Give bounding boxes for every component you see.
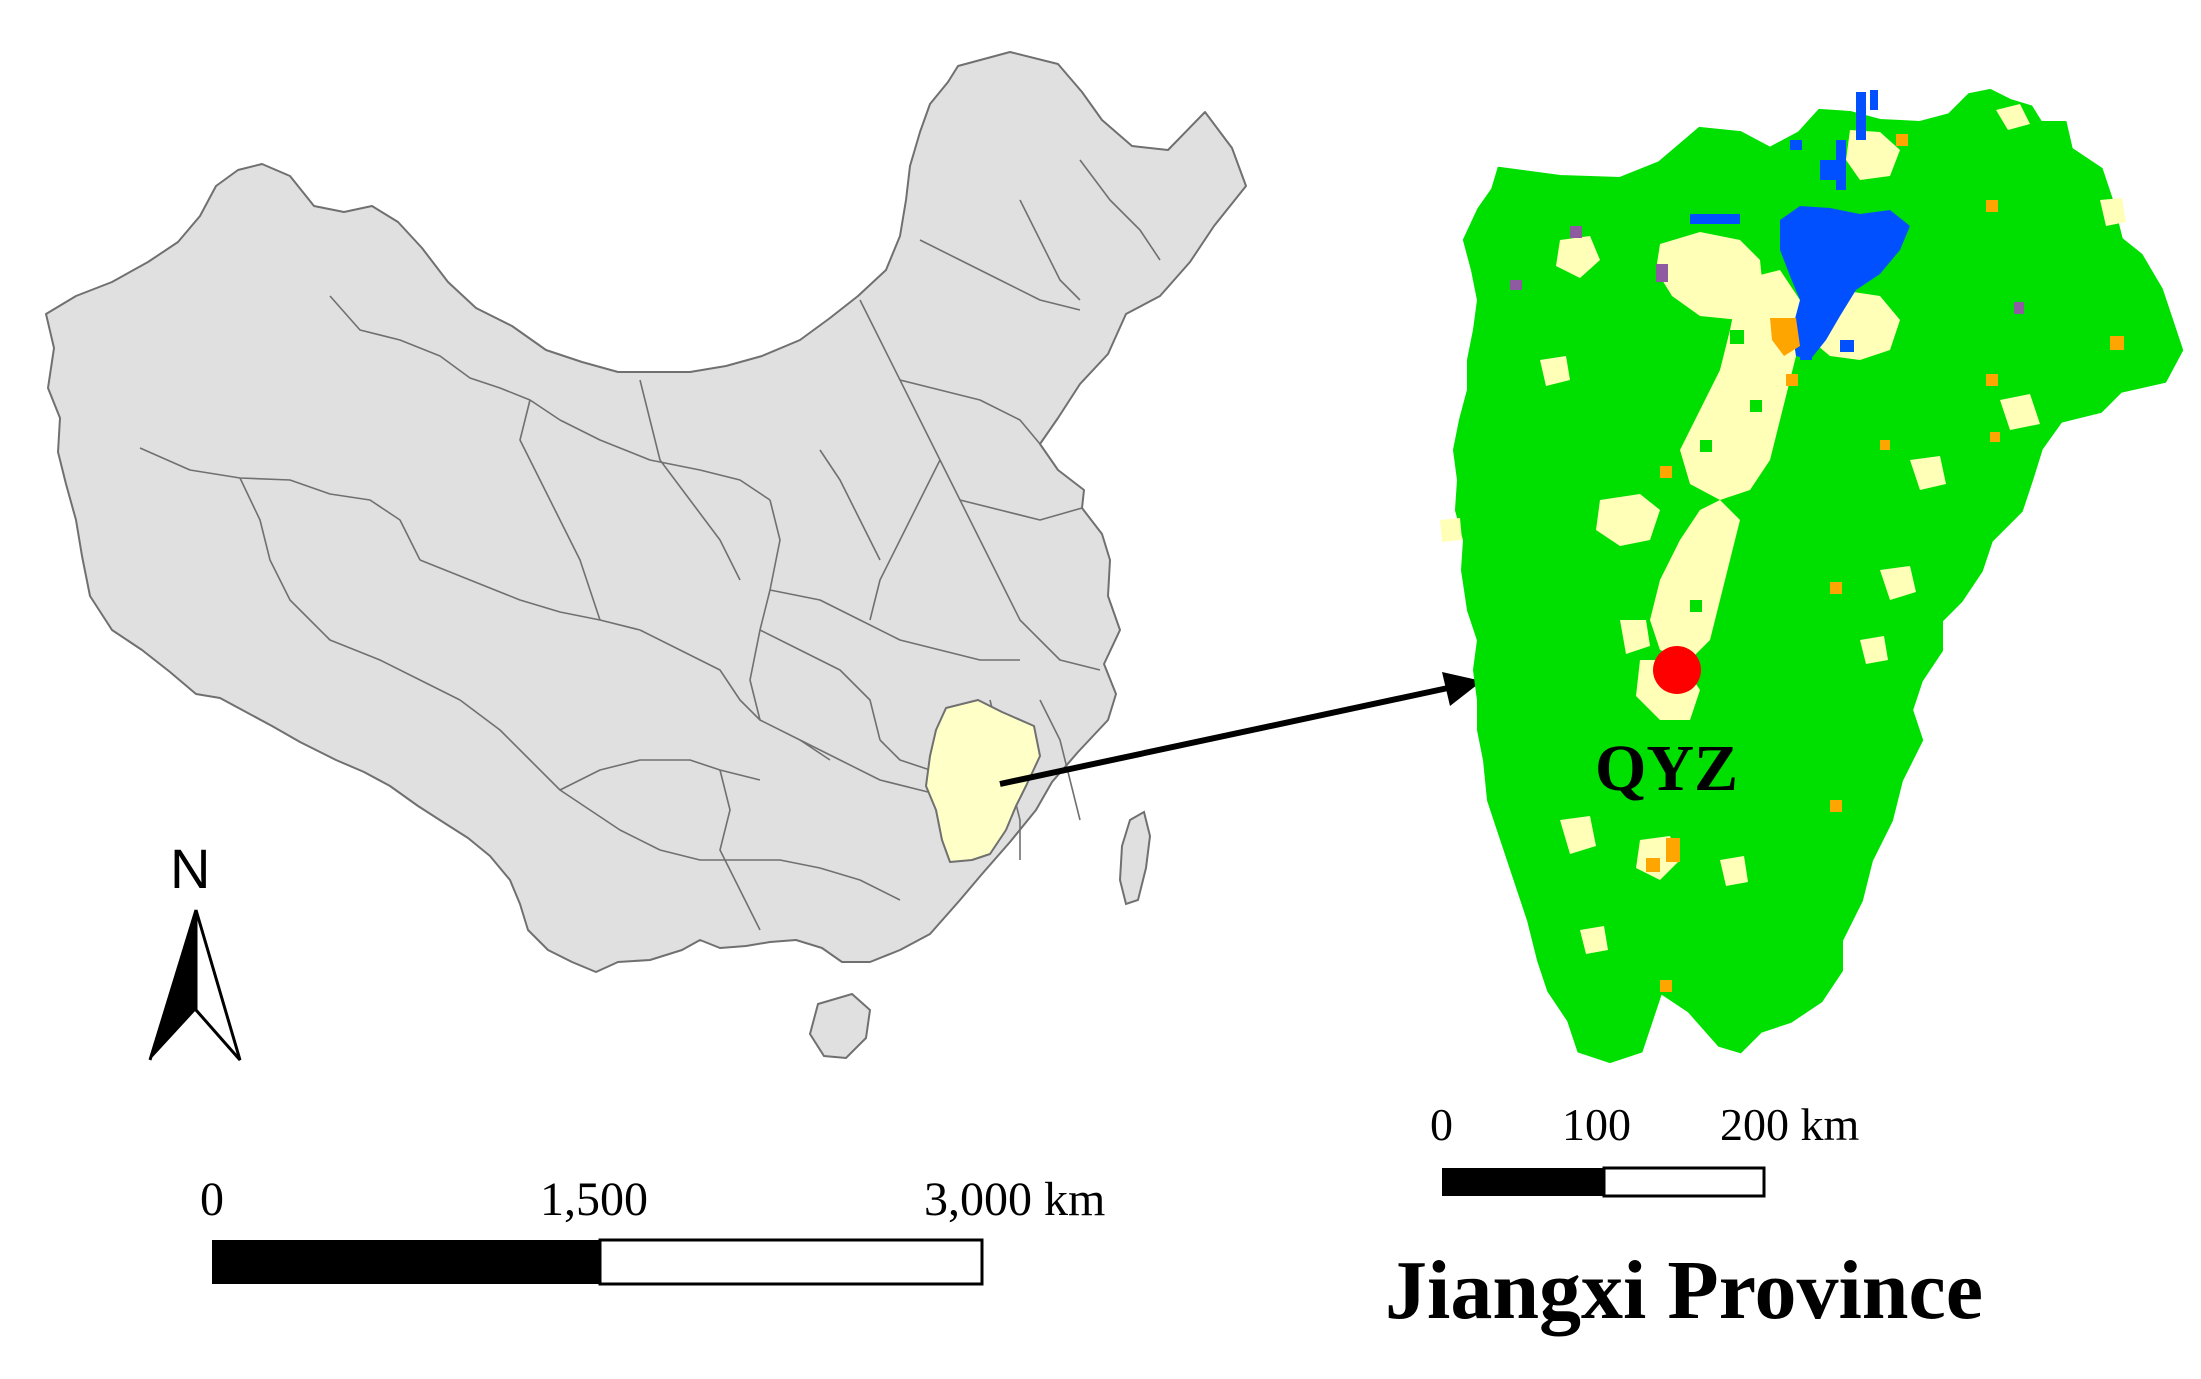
water-bodies bbox=[1690, 90, 1910, 360]
jiangxi-scale-label-100: 100 bbox=[1562, 1099, 1631, 1150]
china-scale-label-0: 0 bbox=[200, 1173, 224, 1226]
jiangxi-highlight bbox=[925, 699, 1041, 863]
forest-area bbox=[1452, 88, 2184, 1064]
site-marker bbox=[1653, 646, 1701, 694]
jiangxi-scale-bar: 0 100 200 km bbox=[1430, 1099, 1860, 1198]
location-arrow bbox=[999, 672, 1482, 787]
forest-specks bbox=[1690, 330, 1762, 612]
orange-class-patches bbox=[1646, 134, 2124, 992]
china-scale-bar: 0 1,500 3,000 km bbox=[200, 1173, 1105, 1286]
china-scale-label-3000: 3,000 km bbox=[924, 1173, 1105, 1226]
china-scale-label-1500: 1,500 bbox=[540, 1173, 648, 1226]
china-map bbox=[45, 51, 1247, 1060]
north-arrow-label: N bbox=[170, 837, 210, 900]
china-scale-black-segment bbox=[212, 1240, 600, 1284]
north-arrow-white-half bbox=[194, 909, 242, 1061]
jiangxi-landcover-map: QYZ bbox=[1440, 88, 2184, 1064]
china-scale-white-segment bbox=[598, 1238, 984, 1286]
purple-class-patches bbox=[1510, 226, 2024, 314]
province-boundaries bbox=[139, 159, 1161, 931]
jiangxi-scale-black-segment bbox=[1442, 1168, 1604, 1196]
jiangxi-scale-white-segment bbox=[1602, 1166, 1766, 1198]
inset-title: Jiangxi Province bbox=[1385, 1244, 1983, 1337]
taiwan-island bbox=[1118, 810, 1152, 906]
site-label: QYZ bbox=[1595, 732, 1738, 805]
jiangxi-scale-label-0: 0 bbox=[1430, 1099, 1453, 1150]
jiangxi-scale-label-200: 200 km bbox=[1720, 1099, 1860, 1150]
hainan-island bbox=[808, 992, 872, 1060]
north-arrow: N bbox=[148, 837, 242, 1061]
